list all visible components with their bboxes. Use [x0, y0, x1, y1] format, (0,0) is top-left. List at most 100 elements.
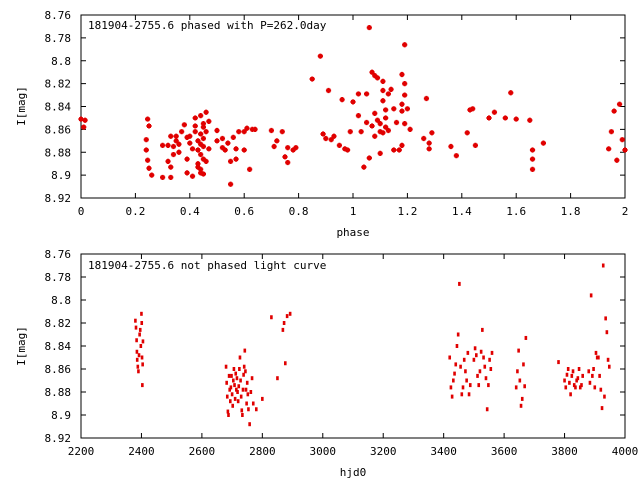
- chart-0-x-tick-label: 1.2: [397, 205, 417, 218]
- chart-0-y-tick-label: 8.86: [45, 123, 72, 136]
- data-point: [276, 376, 279, 381]
- data-point: [271, 143, 277, 150]
- data-point: [189, 173, 196, 179]
- data-point: [195, 161, 201, 167]
- data-point: [206, 146, 212, 152]
- data-point: [588, 380, 592, 385]
- data-point: [309, 76, 315, 82]
- data-point: [402, 42, 408, 48]
- data-point: [487, 383, 490, 388]
- data-point: [195, 147, 201, 153]
- data-point: [176, 149, 182, 155]
- data-point: [393, 119, 400, 126]
- data-point: [470, 106, 476, 112]
- data-point: [380, 78, 386, 84]
- data-point: [192, 115, 198, 121]
- data-point: [600, 406, 604, 411]
- data-point: [374, 117, 381, 123]
- data-point: [200, 143, 206, 150]
- data-point: [454, 362, 458, 367]
- data-point: [160, 142, 166, 148]
- data-point: [181, 122, 187, 128]
- data-point: [344, 147, 351, 153]
- data-point: [239, 378, 242, 383]
- data-point: [270, 315, 273, 320]
- data-point: [200, 171, 206, 177]
- data-point: [479, 349, 483, 354]
- data-point: [482, 355, 485, 360]
- chart-0-x-tick-label: 1.8: [561, 205, 581, 218]
- data-point: [448, 355, 452, 360]
- data-point: [230, 134, 236, 140]
- chart-1-x-tick-label: 2200: [68, 445, 95, 458]
- chart-0-x-axis-title: phase: [336, 226, 369, 239]
- data-point: [136, 364, 140, 369]
- data-point: [168, 133, 174, 139]
- data-point: [608, 129, 614, 135]
- data-point: [529, 147, 536, 153]
- data-point: [486, 115, 492, 121]
- data-point: [236, 129, 242, 135]
- data-point: [514, 385, 518, 390]
- data-point: [523, 384, 526, 389]
- data-point: [581, 373, 584, 378]
- data-point: [513, 116, 519, 122]
- data-point: [241, 387, 245, 392]
- data-point: [168, 174, 174, 181]
- data-point: [369, 123, 375, 129]
- data-point: [452, 378, 455, 383]
- data-point: [236, 399, 240, 404]
- data-point: [461, 385, 465, 390]
- data-point: [135, 349, 139, 354]
- chart-1-x-axis-title: hjd0: [340, 466, 367, 479]
- data-point: [250, 376, 254, 381]
- data-point: [165, 158, 171, 164]
- data-point: [355, 91, 362, 97]
- data-point: [385, 127, 391, 134]
- data-point: [399, 101, 405, 107]
- data-point: [580, 383, 583, 388]
- data-point: [611, 108, 617, 114]
- data-point: [383, 107, 389, 113]
- chart-0-x-tick-label: 0.4: [180, 205, 200, 218]
- data-point: [135, 338, 138, 343]
- data-point: [372, 110, 378, 116]
- data-point: [574, 385, 577, 390]
- chart-0-x-tick-label: 2: [622, 205, 629, 218]
- data-point: [320, 131, 326, 137]
- data-point: [251, 401, 255, 406]
- data-point: [402, 92, 408, 98]
- data-point: [616, 101, 623, 107]
- data-point: [391, 106, 397, 112]
- data-point: [576, 376, 580, 381]
- data-point: [529, 156, 536, 162]
- data-point: [282, 154, 288, 160]
- chart-0-x-tick-label: 0.2: [125, 205, 145, 218]
- data-point: [282, 321, 286, 325]
- data-point: [248, 422, 251, 427]
- data-point: [570, 373, 574, 378]
- chart-0-x-tick-label: 1.4: [452, 205, 472, 218]
- data-point: [245, 401, 248, 406]
- data-point: [423, 95, 430, 102]
- data-point: [388, 86, 394, 92]
- data-point: [143, 147, 149, 153]
- data-point: [240, 408, 244, 413]
- chart-0-y-tick-label: 8.82: [45, 78, 72, 91]
- data-point: [399, 108, 405, 114]
- data-point: [203, 109, 209, 115]
- data-point: [520, 396, 524, 401]
- chart-0-y-tick-label: 8.84: [45, 101, 72, 114]
- data-point: [206, 118, 212, 124]
- data-point: [331, 133, 337, 139]
- data-point: [593, 385, 597, 390]
- data-point: [380, 87, 386, 94]
- chart-1-x-tick-label: 2800: [249, 445, 276, 458]
- chart-1-x-tick-label: 2600: [189, 445, 216, 458]
- data-point: [516, 369, 519, 374]
- data-point: [232, 378, 235, 383]
- chart-0-y-tick-label: 8.9: [51, 169, 71, 182]
- data-point: [281, 327, 285, 332]
- data-point: [485, 407, 489, 412]
